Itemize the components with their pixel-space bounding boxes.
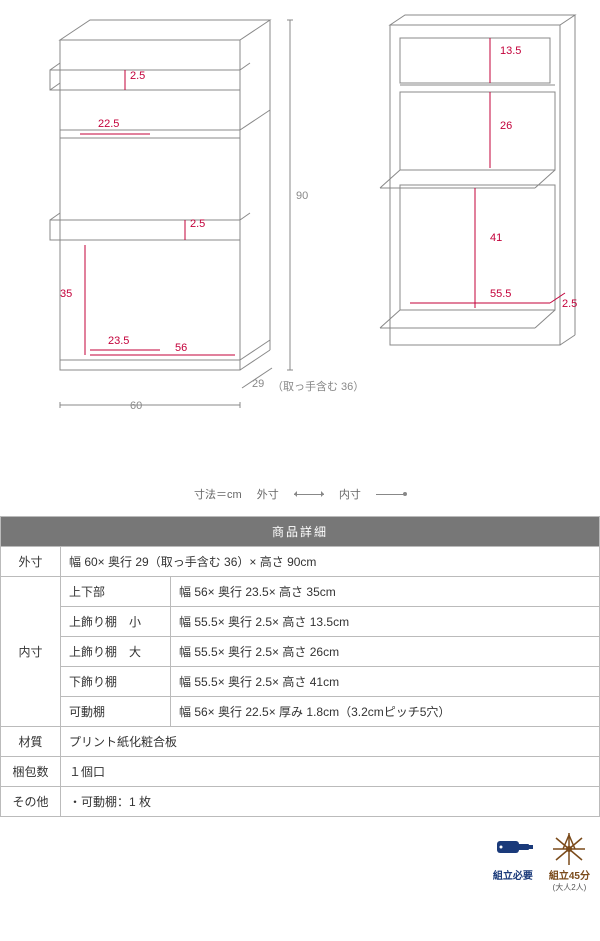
dim-lower-w: 56	[175, 342, 187, 354]
dim-depth: 29	[252, 378, 264, 390]
inner-1-value: 幅 55.5× 奥行 2.5× 高さ 13.5cm	[171, 607, 600, 637]
row-outer-value: 幅 60× 奥行 29（取っ手含む 36）× 高さ 90cm	[61, 547, 600, 577]
left-cabinet-svg	[10, 10, 320, 440]
inner-0-name: 上下部	[61, 577, 171, 607]
dim-shelf-d: 2.5	[562, 298, 577, 310]
legend-outer-arrow	[294, 494, 324, 495]
row-other-value: ・可動棚：1 枚	[61, 787, 600, 817]
legend-inner: 内寸	[339, 489, 361, 501]
row-outer-label: 外寸	[1, 547, 61, 577]
right-cabinet-svg	[370, 10, 600, 380]
inner-4-name: 可動棚	[61, 697, 171, 727]
legend: 寸法＝cm 外寸 内寸	[0, 480, 600, 516]
spec-table: 商品詳細 外寸 幅 60× 奥行 29（取っ手含む 36）× 高さ 90cm 内…	[0, 516, 600, 817]
assembly-label: 組立必要	[491, 867, 535, 882]
dim-lower-depth: 23.5	[108, 335, 129, 347]
assembly-required-icon: 組立必要	[491, 831, 535, 893]
row-package-label: 梱包数	[1, 757, 61, 787]
time-label: 組立45分	[549, 867, 590, 882]
dim-depth-note: （取っ手含む 36）	[272, 378, 364, 394]
dim-top-h: 13.5	[500, 45, 521, 57]
dim-drawer-h-low: 2.5	[190, 218, 205, 230]
row-other-label: その他	[1, 787, 61, 817]
table-title: 商品詳細	[1, 517, 600, 547]
dim-mid-h: 26	[500, 120, 512, 132]
legend-outer: 外寸	[257, 489, 279, 501]
inner-2-name: 上飾り棚 大	[61, 637, 171, 667]
dim-drawer-h-top: 2.5	[130, 70, 145, 82]
row-material-label: 材質	[1, 727, 61, 757]
row-package-value: １個口	[61, 757, 600, 787]
dim-height: 90	[296, 190, 308, 202]
dimension-diagram: 2.5 22.5 2.5 35 23.5 56 90 60 29 （取っ手含む …	[0, 0, 600, 480]
assembly-time-icon: 組立45分 (大人2人)	[549, 831, 590, 893]
dim-shelf-w: 55.5	[490, 288, 511, 300]
dim-shelf-depth: 22.5	[98, 118, 119, 130]
row-material-value: プリント紙化粧合板	[61, 727, 600, 757]
row-inner-label: 内寸	[1, 577, 61, 727]
inner-3-name: 下飾り棚	[61, 667, 171, 697]
legend-unit: 寸法＝cm	[194, 489, 242, 501]
inner-1-name: 上飾り棚 小	[61, 607, 171, 637]
inner-4-value: 幅 56× 奥行 22.5× 厚み 1.8cm（3.2cmピッチ5穴）	[171, 697, 600, 727]
inner-0-value: 幅 56× 奥行 23.5× 高さ 35cm	[171, 577, 600, 607]
time-sub: (大人2人)	[549, 882, 590, 893]
footer-icons: 組立必要 組立45分 (大人2人)	[0, 817, 600, 903]
dim-bottom-h: 41	[490, 232, 502, 244]
legend-inner-arrow	[376, 494, 406, 495]
inner-3-value: 幅 55.5× 奥行 2.5× 高さ 41cm	[171, 667, 600, 697]
dim-lower-h: 35	[60, 288, 72, 300]
dim-width: 60	[130, 400, 142, 412]
inner-2-value: 幅 55.5× 奥行 2.5× 高さ 26cm	[171, 637, 600, 667]
